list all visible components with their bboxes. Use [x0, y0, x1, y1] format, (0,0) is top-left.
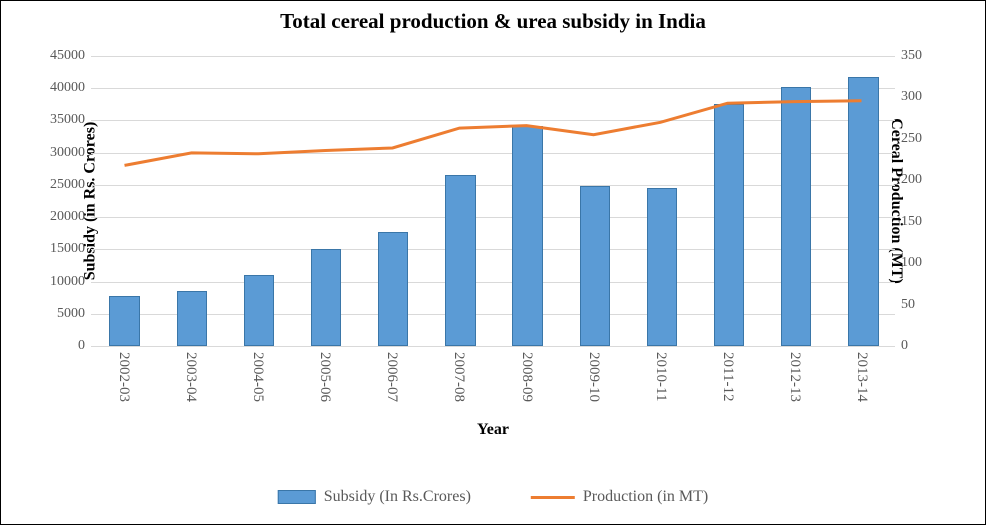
- x-tick-label: 2008-09: [518, 352, 535, 402]
- x-axis-title: Year: [477, 421, 509, 439]
- y-left-tick-label: 35000: [35, 112, 85, 128]
- legend-item-line: Production (in MT): [531, 488, 708, 506]
- x-tick-label: 2009-10: [585, 352, 602, 402]
- y-left-tick-label: 5000: [35, 306, 85, 322]
- gridline: [91, 346, 895, 347]
- x-tick-label: 2010-11: [652, 352, 669, 401]
- y-left-tick-label: 10000: [35, 274, 85, 290]
- y-right-tick-label: 250: [901, 131, 941, 147]
- y-right-tick-label: 100: [901, 255, 941, 271]
- x-tick-label: 2004-05: [249, 352, 266, 402]
- x-tick-label: 2012-13: [786, 352, 803, 402]
- legend-line-label: Production (in MT): [583, 488, 708, 506]
- y-left-tick-label: 30000: [35, 145, 85, 161]
- y-right-tick-label: 0: [901, 338, 941, 354]
- x-tick-label: 2011-12: [719, 352, 736, 401]
- y-left-tick-label: 15000: [35, 241, 85, 257]
- chart-container: Total cereal production & urea subsidy i…: [0, 0, 986, 525]
- y-left-tick-label: 45000: [35, 48, 85, 64]
- line-series-path: [125, 101, 862, 166]
- x-tick-label: 2003-04: [182, 352, 199, 402]
- legend-bar-swatch: [278, 490, 316, 504]
- x-tick-label: 2005-06: [316, 352, 333, 402]
- y-right-tick-label: 350: [901, 48, 941, 64]
- y-left-tick-label: 40000: [35, 80, 85, 96]
- y-right-tick-label: 300: [901, 89, 941, 105]
- legend-line-swatch: [531, 496, 575, 499]
- x-tick-label: 2007-08: [450, 352, 467, 402]
- y-right-tick-label: 50: [901, 297, 941, 313]
- y-left-tick-label: 20000: [35, 209, 85, 225]
- legend-item-bar: Subsidy (In Rs.Crores): [278, 488, 471, 506]
- legend: Subsidy (In Rs.Crores) Production (in MT…: [278, 488, 708, 506]
- chart-title: Total cereal production & urea subsidy i…: [1, 1, 985, 34]
- legend-bar-label: Subsidy (In Rs.Crores): [324, 488, 471, 506]
- x-tick-label: 2006-07: [383, 352, 400, 402]
- y-left-tick-label: 25000: [35, 177, 85, 193]
- y-left-tick-label: 0: [35, 338, 85, 354]
- x-tick-label: 2002-03: [115, 352, 132, 402]
- x-tick-label: 2013-14: [853, 352, 870, 402]
- y-right-tick-label: 150: [901, 214, 941, 230]
- y-right-tick-label: 200: [901, 172, 941, 188]
- line-series-svg: [91, 56, 895, 346]
- plot-area: 0500010000150002000025000300003500040000…: [91, 56, 895, 346]
